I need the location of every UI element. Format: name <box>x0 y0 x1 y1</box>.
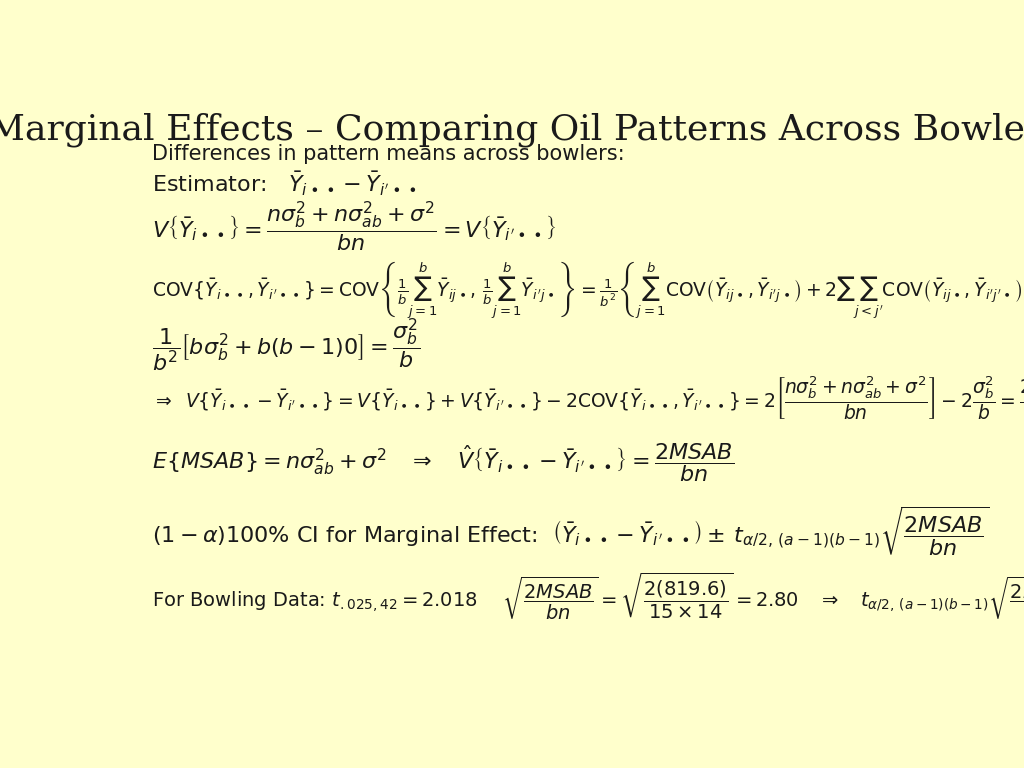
Text: $\Rightarrow\;\; V\left\{\bar{Y}_{i\bullet\bullet} - \bar{Y}_{i^\prime\bullet\bu: $\Rightarrow\;\; V\left\{\bar{Y}_{i\bull… <box>152 374 1024 422</box>
Text: $E\left\{MSAB\right\} = n\sigma_{ab}^2 + \sigma^2 \quad\Rightarrow\quad \hat{V}\: $E\left\{MSAB\right\} = n\sigma_{ab}^2 +… <box>152 442 734 485</box>
Text: Marginal Effects – Comparing Oil Patterns Across Bowlers: Marginal Effects – Comparing Oil Pattern… <box>0 113 1024 147</box>
Text: $\dfrac{1}{b^2}\left[b\sigma_b^2 + b(b-1)0\right] = \dfrac{\sigma_b^2}{b}$: $\dfrac{1}{b^2}\left[b\sigma_b^2 + b(b-1… <box>152 316 420 373</box>
Text: Estimator:   $\bar{Y}_{i\bullet\bullet} - \bar{Y}_{i^\prime\bullet\bullet}$: Estimator: $\bar{Y}_{i\bullet\bullet} - … <box>152 170 416 198</box>
Text: Differences in pattern means across bowlers:: Differences in pattern means across bowl… <box>152 144 625 164</box>
Text: $\mathrm{COV}\left\{\bar{Y}_{i\bullet\bullet},\bar{Y}_{i^\prime\bullet\bullet}\r: $\mathrm{COV}\left\{\bar{Y}_{i\bullet\bu… <box>152 260 1024 321</box>
Text: For Bowling Data: $t_{.025,42}=2.018$ $\quad\sqrt{\dfrac{2MSAB}{bn}} = \sqrt{\df: For Bowling Data: $t_{.025,42}=2.018$ $\… <box>152 571 1024 622</box>
Text: $V\left\{\bar{Y}_{i\bullet\bullet}\right\} = \dfrac{n\sigma_b^2 + n\sigma_{ab}^2: $V\left\{\bar{Y}_{i\bullet\bullet}\right… <box>152 200 557 254</box>
Text: $(1-\alpha)100\%$ CI for Marginal Effect:  $\left(\bar{Y}_{i\bullet\bullet} - \b: $(1-\alpha)100\%$ CI for Marginal Effect… <box>152 505 989 558</box>
